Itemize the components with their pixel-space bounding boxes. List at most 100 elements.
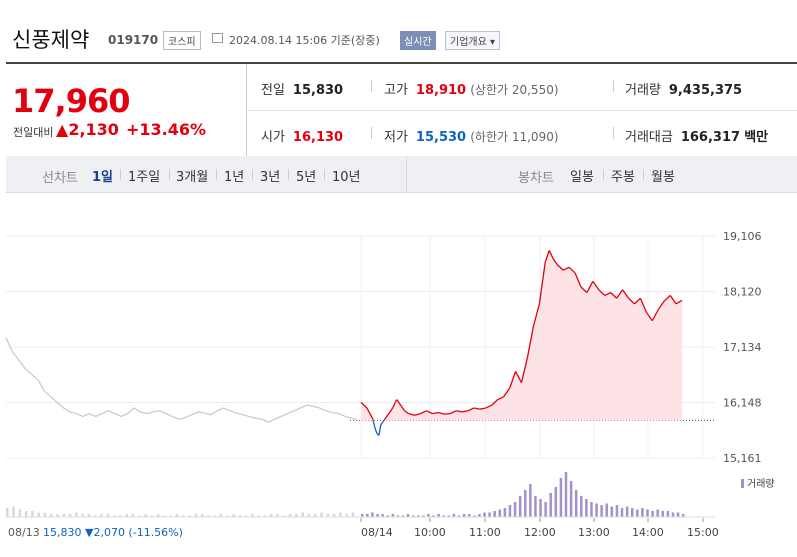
volume-bar — [483, 512, 486, 517]
volume-bar — [681, 514, 685, 517]
volume-bar — [18, 509, 22, 517]
volume-bar — [508, 505, 512, 517]
volume-bar — [666, 511, 670, 517]
prev-day-line — [5, 337, 359, 423]
x-tick-label: 08/14 — [361, 526, 393, 539]
volume-bar — [447, 515, 451, 517]
today-area — [361, 250, 683, 421]
volume-bar — [276, 514, 279, 517]
tab-1y[interactable]: 1년 — [224, 170, 245, 185]
volume-bar — [630, 508, 634, 517]
volume-bar — [68, 514, 72, 517]
chart-tabs: 선차트 1일 1주일 3개월 1년 3년 5년 10년 봉차트 일봉 주봉 월봉 — [6, 156, 797, 193]
volume-bar — [320, 512, 323, 517]
price-chart: 19,106 18,120 17,134 16,148 15,161 거래량 08/13… — [5, 230, 775, 539]
today-line-segment — [580, 286, 588, 294]
tab-1d[interactable]: 1일 — [92, 170, 114, 185]
volume-bar — [87, 514, 91, 517]
volume-bar — [524, 490, 527, 517]
volume-bar — [226, 515, 229, 517]
today-line-segment — [592, 280, 600, 291]
volume-bar — [213, 515, 216, 517]
today-line-segment — [586, 281, 594, 293]
today-line-segment — [574, 272, 582, 288]
volume-bar — [452, 514, 456, 517]
volume-bar — [244, 515, 248, 517]
volume-legend: 거래량 — [747, 478, 775, 490]
volume-bar — [467, 514, 471, 517]
volume-bar — [442, 515, 445, 517]
volume-bar — [625, 506, 629, 517]
today-line-segment — [526, 326, 535, 358]
today-line-segment — [639, 297, 647, 313]
change-percent: +13.46% — [126, 120, 207, 139]
volume-bar — [119, 515, 122, 517]
volume-bar — [437, 514, 440, 517]
today-line-segment — [360, 401, 365, 406]
volume-bar — [473, 515, 476, 517]
x-tick-label: 11:00 — [469, 526, 501, 539]
volume-bar — [580, 496, 583, 517]
tab-3m[interactable]: 3개월 — [176, 170, 209, 185]
volume-bar — [288, 514, 292, 517]
volume-bar — [590, 502, 593, 517]
volume-bar — [332, 514, 336, 517]
stock-code: 019170 — [108, 33, 159, 47]
tab-weekly-candle[interactable]: 주봉 — [611, 170, 635, 185]
volume-bar — [661, 511, 665, 517]
today-line-segment — [396, 399, 402, 406]
today-line-segment — [538, 261, 546, 304]
today-line-segment — [562, 266, 570, 271]
today-line-segment — [444, 412, 451, 415]
x-tick-label: 13:00 — [578, 526, 610, 539]
volume-bar — [564, 472, 568, 517]
today-line-segment — [404, 410, 409, 415]
volume-bar — [641, 508, 644, 517]
candle-chart-label: 봉차트 — [518, 171, 554, 186]
up-arrow-icon: ▲ — [56, 120, 69, 139]
tab-5y[interactable]: 5년 — [296, 170, 317, 185]
today-line-segment — [380, 418, 386, 426]
realtime-button[interactable]: 실시간 — [400, 31, 436, 50]
volume-bar — [75, 512, 78, 517]
volume-bar — [238, 515, 242, 517]
company-info-dropdown[interactable]: 기업개요 ▾ — [445, 31, 500, 50]
volume-bar — [432, 515, 435, 517]
volume-bar — [478, 514, 481, 517]
calendar-icon — [212, 33, 223, 43]
volume-bar — [314, 514, 317, 517]
volume-bar — [559, 478, 563, 517]
tab-daily-candle[interactable]: 일봉 — [570, 170, 594, 185]
volume-bar — [529, 484, 532, 517]
prev-day-date: 08/13 — [8, 526, 40, 539]
volume-bar — [351, 512, 355, 517]
today-line-segment — [392, 399, 398, 409]
volume-bar — [656, 509, 659, 517]
volume-bar — [610, 506, 614, 517]
volume-bar — [24, 511, 28, 517]
x-tick-label: 15:00 — [687, 526, 719, 539]
today-line-segment — [622, 289, 630, 299]
open-price: 시가 16,130 — [261, 130, 344, 145]
today-line-segment — [604, 292, 611, 297]
today-line-segment — [520, 357, 529, 383]
today-line-segment — [479, 407, 486, 410]
today-line-segment — [616, 289, 624, 299]
tab-monthly-candle[interactable]: 월봉 — [651, 170, 675, 185]
volume-bar — [651, 511, 654, 517]
volume-bar — [12, 506, 15, 517]
today-line-segment — [509, 371, 517, 389]
volume-bar — [646, 509, 649, 517]
volume-bar — [391, 514, 395, 517]
volume-bar — [386, 515, 389, 517]
volume-bar — [427, 514, 430, 517]
volume-bar — [326, 514, 330, 517]
volume-bar — [539, 499, 542, 517]
volume-bar — [150, 515, 154, 517]
volume-bar — [56, 514, 59, 517]
volume-bar — [636, 509, 639, 517]
tab-1w[interactable]: 1주일 — [128, 170, 161, 185]
volume-bar — [251, 514, 254, 517]
tab-10y[interactable]: 10년 — [332, 170, 361, 185]
tab-3y[interactable]: 3년 — [260, 170, 281, 185]
